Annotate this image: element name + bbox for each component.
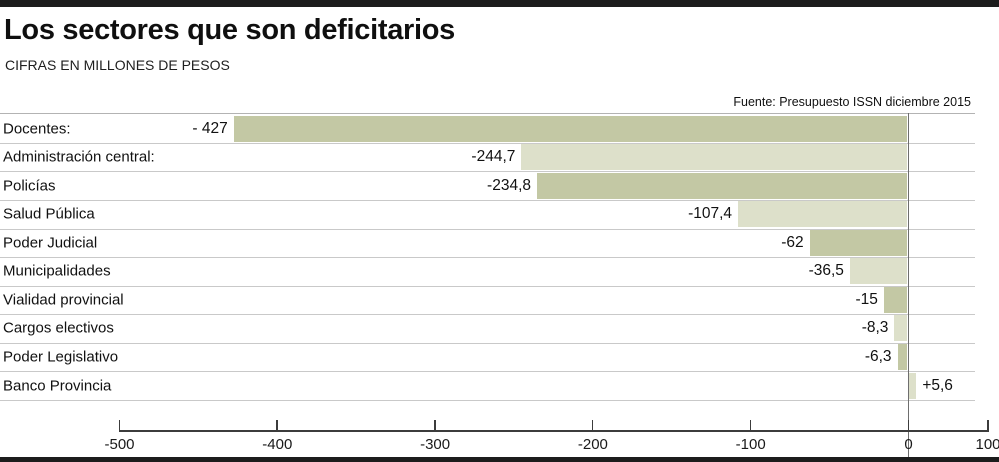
value-bar — [536, 172, 908, 199]
value-bar — [809, 229, 908, 256]
page-subtitle: CIFRAS EN MILLONES DE PESOS — [5, 57, 230, 73]
x-axis-tick — [118, 420, 120, 431]
value-label: -244,7 — [471, 148, 516, 166]
value-label: -15 — [855, 290, 878, 308]
category-label: Vialidad provincial — [3, 291, 124, 309]
value-bar — [897, 343, 908, 370]
value-label: -8,3 — [861, 319, 889, 337]
x-axis-tick — [591, 420, 594, 431]
chart-row: Administración central: -244,7 — [0, 143, 999, 172]
category-label: Cargos electivos — [3, 319, 114, 337]
top-rule — [0, 0, 999, 7]
value-label: -6,3 — [864, 347, 892, 365]
zero-gridline — [907, 113, 909, 457]
category-label: Policías — [3, 177, 56, 195]
chart-row: Salud Pública -107,4 — [0, 200, 999, 229]
x-axis-tick-label: 0 — [904, 436, 913, 453]
row-separator — [0, 171, 975, 173]
chart-top-divider — [0, 113, 975, 114]
x-axis-line — [118, 430, 989, 432]
chart-row: Docentes: - 427 — [0, 114, 999, 143]
value-bar — [907, 372, 917, 399]
row-separator — [0, 371, 975, 373]
category-label: Salud Pública — [3, 205, 95, 223]
x-axis-tick-label: -500 — [104, 436, 135, 453]
row-separator — [0, 199, 975, 201]
category-label: Administración central: — [3, 148, 155, 166]
chart-row: Vialidad provincial -15 — [0, 286, 999, 315]
value-label: -234,8 — [487, 176, 531, 194]
x-axis-tick — [987, 420, 989, 431]
category-label: Municipalidades — [3, 262, 111, 280]
bottom-rule — [0, 457, 999, 462]
category-label: Poder Judicial — [3, 234, 98, 252]
x-axis-tick-label: 100 — [975, 436, 999, 453]
value-bar — [521, 144, 908, 171]
row-separator — [0, 342, 975, 344]
chart-row: Policías -234,8 — [0, 171, 999, 200]
value-label: -36,5 — [808, 262, 844, 280]
value-label: - 427 — [192, 119, 228, 137]
x-axis-tick-label: -100 — [735, 436, 766, 453]
row-separator — [0, 142, 975, 144]
category-label: Docentes: — [3, 120, 71, 138]
value-bar — [883, 286, 908, 313]
x-axis-tick — [434, 420, 436, 431]
source-credit: Fuente: Presupuesto ISSN diciembre 2015 — [733, 95, 971, 109]
row-separator — [0, 285, 975, 287]
page-title: Los sectores que son deficitarios — [4, 14, 456, 46]
row-separator — [0, 314, 975, 316]
x-axis-tick-label: -400 — [262, 436, 293, 453]
x-axis-tick — [907, 420, 909, 431]
row-separator — [0, 399, 975, 401]
value-label: -107,4 — [688, 205, 733, 223]
category-label: Poder Legislativo — [3, 348, 119, 366]
value-label: +5,6 — [922, 376, 953, 394]
value-bar — [233, 115, 908, 142]
x-axis-tick-label: -300 — [420, 436, 451, 453]
x-axis-tick-label: -200 — [577, 436, 608, 453]
x-axis-tick — [276, 420, 278, 431]
row-separator — [0, 228, 975, 230]
value-bar — [738, 201, 908, 228]
value-label: -62 — [781, 233, 804, 251]
row-separator — [0, 257, 975, 259]
chart-row: Cargos electivos -8,3 — [0, 314, 999, 343]
chart-row: Municipalidades -36,5 — [0, 257, 999, 286]
chart-row: Banco Provincia +5,6 — [0, 371, 999, 400]
chart-row: Poder Legislativo -6,3 — [0, 343, 999, 372]
chart-row: Poder Judicial -62 — [0, 229, 999, 258]
value-bar — [894, 315, 908, 342]
value-bar — [849, 258, 908, 285]
category-label: Banco Provincia — [3, 377, 112, 395]
x-axis-tick — [749, 420, 752, 431]
